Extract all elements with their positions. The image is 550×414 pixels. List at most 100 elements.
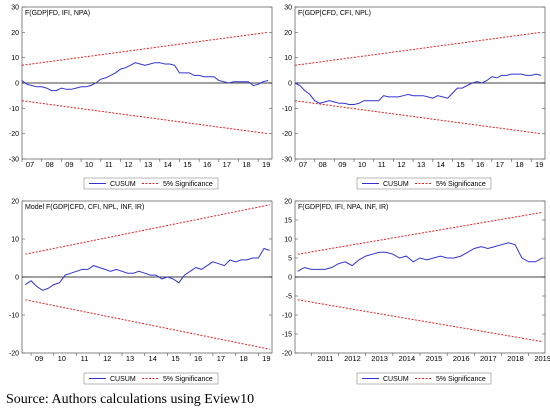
y-tick-label: 20 — [284, 199, 292, 206]
x-tick-label: 15 — [171, 354, 179, 363]
y-tick-label: 20 — [284, 30, 292, 37]
y-tick-label: -10 — [282, 313, 292, 320]
x-tick-label: 18 — [239, 354, 247, 363]
y-tick-label: 10 — [11, 237, 19, 244]
chart-panel-3: -20 -10 0 10 20 09 10 11 12 13 14 15 16 17 18 19 Model F… — [9, 199, 273, 385]
x-tick-label: 13 — [144, 160, 152, 169]
legend-significance-label: 5% Significance — [163, 181, 213, 188]
significance-upper-line — [25, 204, 270, 255]
x-tick-label: 16 — [203, 160, 211, 169]
x-tick-label: 09 — [338, 160, 346, 169]
x-tick-label: 14 — [164, 160, 172, 169]
y-tick-label: -20 — [282, 131, 292, 138]
y-tick-label: 15 — [284, 218, 292, 225]
y-tick-label: -20 — [9, 131, 19, 138]
x-tick-label: 12 — [397, 160, 405, 169]
x-tick-label: 09 — [65, 160, 73, 169]
legend-cusum-label: CUSUM — [110, 376, 136, 383]
x-tick-label: 08 — [319, 160, 327, 169]
chart-title: Model F(GDP|CFD, CFI, NPL, INF, IR) — [25, 204, 144, 211]
y-tick-label: -10 — [9, 106, 19, 113]
legend-significance-label: 5% Significance — [163, 376, 213, 383]
y-tick-label: 0 — [288, 81, 292, 88]
legend-cusum-label: CUSUM — [110, 181, 136, 188]
significance-lower-line — [25, 299, 270, 350]
x-tick-label: 19 — [262, 354, 270, 363]
y-tick-label: -30 — [282, 157, 292, 164]
chart-title: F(GDP|CFD, CFI, NPL) — [298, 10, 371, 17]
legend-cusum-label: CUSUM — [383, 376, 409, 383]
x-tick-label: 2016 — [453, 354, 470, 363]
x-tick-label: 16 — [194, 354, 202, 363]
x-tick-label: 13 — [417, 160, 425, 169]
x-tick-label: 08 — [46, 160, 54, 169]
y-tick-label: -10 — [9, 313, 19, 320]
x-tick-label: 14 — [437, 160, 445, 169]
cusum-series-line — [25, 247, 270, 291]
y-tick-label: 5 — [288, 256, 292, 263]
x-tick-label: 12 — [124, 160, 132, 169]
x-tick-label: 2013 — [371, 354, 388, 363]
x-tick-label: 16 — [476, 160, 484, 169]
significance-lower-line — [297, 299, 543, 343]
y-tick-label: 10 — [284, 55, 292, 62]
legend-significance-label: 5% Significance — [436, 376, 486, 383]
y-tick-label: -30 — [9, 157, 19, 164]
x-tick-label: 2012 — [344, 354, 361, 363]
x-tick-label: 2019 — [534, 354, 550, 363]
cusum-series-line — [297, 242, 543, 272]
y-tick-label: 10 — [284, 237, 292, 244]
x-tick-label: 12 — [103, 354, 111, 363]
x-tick-label: 17 — [496, 160, 504, 169]
chart-legend: CUSUM 5% Significance — [83, 372, 219, 385]
x-tick-label: 11 — [81, 354, 89, 363]
x-tick-label: 14 — [149, 354, 157, 363]
chart-panel-4: -20 -15 -10 -5 0 5 10 15 20 2011 2012 2013 2014 2015 2… — [282, 199, 550, 385]
y-tick-label: 0 — [15, 275, 19, 282]
y-tick-label: -15 — [282, 332, 292, 339]
significance-upper-line — [294, 31, 542, 66]
x-tick-label: 2018 — [507, 354, 524, 363]
x-tick-label: 2015 — [426, 354, 443, 363]
significance-lower-line — [21, 100, 269, 135]
cusum-series-line — [21, 62, 269, 92]
x-tick-label: 07 — [26, 160, 34, 169]
y-tick-label: -10 — [282, 106, 292, 113]
chart-legend: CUSUM 5% Significance — [356, 372, 492, 385]
x-tick-label: 18 — [515, 160, 523, 169]
chart-legend: CUSUM 5% Significance — [356, 177, 492, 190]
x-tick-label: 13 — [126, 354, 134, 363]
legend-significance-label: 5% Significance — [436, 181, 486, 188]
y-tick-label: -20 — [9, 351, 19, 358]
chart-legend: CUSUM 5% Significance — [83, 177, 219, 190]
y-tick-label: 20 — [11, 199, 19, 206]
y-tick-label: 0 — [15, 81, 19, 88]
x-tick-label: 2011 — [317, 354, 333, 363]
x-tick-label: 2014 — [398, 354, 415, 363]
x-tick-label: 11 — [105, 160, 113, 169]
x-tick-label: 10 — [58, 354, 66, 363]
y-tick-label: 10 — [11, 55, 19, 62]
x-tick-label: 09 — [35, 354, 43, 363]
x-tick-label: 17 — [223, 160, 231, 169]
x-tick-label: 19 — [535, 160, 543, 169]
cusum-series-line — [294, 73, 542, 105]
x-tick-label: 15 — [456, 160, 464, 169]
chart-title: F(GDP|FD, IFI, NPA, INF, IR) — [298, 204, 388, 211]
x-tick-label: 10 — [85, 160, 93, 169]
chart-panel-1: -30 -20 -10 0 10 20 30 07 08 09 10 11 12 13 14 15 16 17 18… — [9, 5, 273, 190]
x-tick-label: 15 — [183, 160, 191, 169]
significance-upper-line — [21, 31, 269, 66]
y-tick-label: -5 — [286, 294, 292, 301]
legend-cusum-label: CUSUM — [383, 181, 409, 188]
y-tick-label: 30 — [284, 5, 292, 12]
y-tick-label: -20 — [282, 351, 292, 358]
significance-upper-line — [297, 211, 543, 255]
x-tick-label: 10 — [358, 160, 366, 169]
x-tick-label: 07 — [299, 160, 307, 169]
significance-lower-line — [294, 100, 542, 135]
y-tick-label: 30 — [11, 5, 19, 12]
x-tick-label: 17 — [217, 354, 225, 363]
y-tick-label: 0 — [288, 275, 292, 282]
